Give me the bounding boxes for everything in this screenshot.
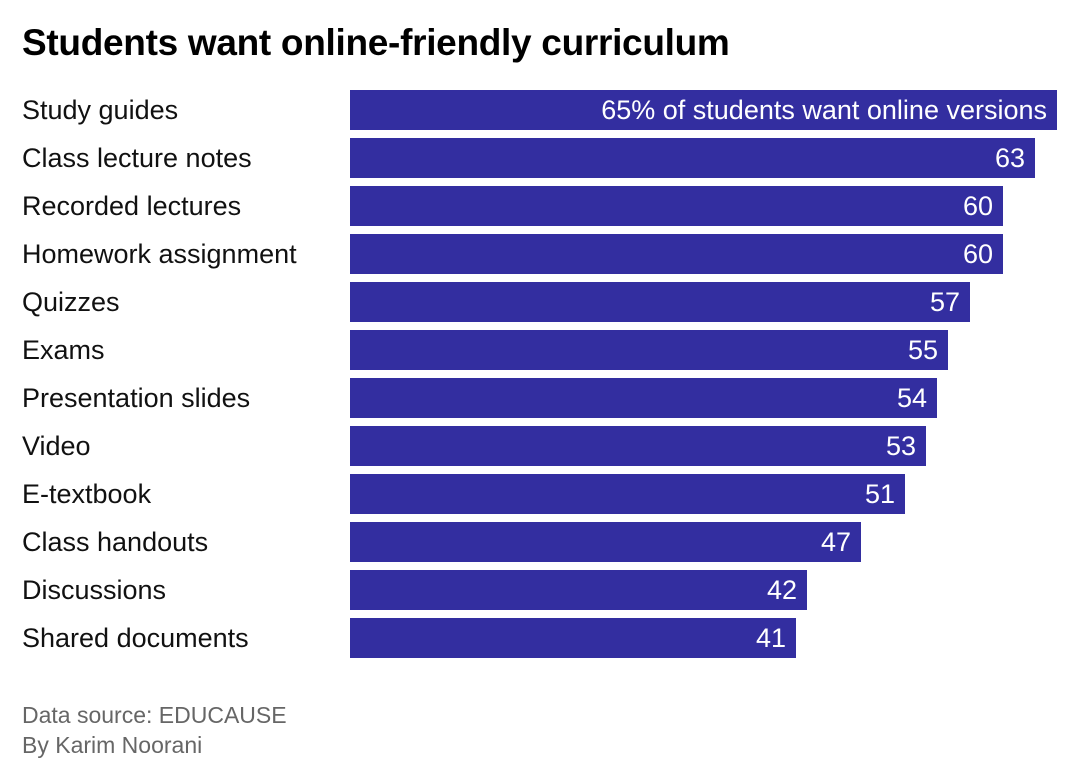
bar-row: Video 53 [0,426,1080,466]
bar-value: 60 [962,191,993,221]
byline: By Karim Noorani [22,732,203,758]
bar: 60 [350,186,1003,226]
bar: 54 [350,378,937,418]
bar-label: E-textbook [22,479,152,509]
bar-row: Recorded lectures 60 [0,186,1080,226]
bar-value: 51 [864,479,895,509]
bar-label: Shared documents [22,623,249,653]
bar-row: Discussions 42 [0,570,1080,610]
bar: 57 [350,282,970,322]
bar-row: Exams 55 [0,330,1080,370]
bar: 42 [350,570,807,610]
bar: 41 [350,618,796,658]
bar-value: 65% of students want online versions [601,95,1047,125]
bar-label: Study guides [22,95,179,125]
bar-value: 41 [755,623,786,653]
bar-row: E-textbook 51 [0,474,1080,514]
bar-value: 55 [907,335,938,365]
chart-footer: Data source: EDUCAUSE By Karim Noorani [22,700,287,760]
bar-label: Exams [22,335,105,365]
bar-label: Recorded lectures [22,191,242,221]
bar-value: 47 [820,527,851,557]
bar-row: Presentation slides 54 [0,378,1080,418]
bar: 53 [350,426,926,466]
bar: 60 [350,234,1003,274]
bar-value: 42 [766,575,797,605]
bar-value: 54 [896,383,927,413]
bar: 65% of students want online versions [350,90,1057,130]
bar-value: 57 [929,287,960,317]
data-source: Data source: EDUCAUSE [22,702,287,728]
bar-label: Discussions [22,575,167,605]
bar: 55 [350,330,948,370]
bar-label: Quizzes [22,287,120,317]
bar-row: Shared documents 41 [0,618,1080,658]
bar-value: 60 [962,239,993,269]
bar-label: Presentation slides [22,383,251,413]
bar-row: Class handouts 47 [0,522,1080,562]
bar-label: Video [22,431,91,461]
bar-row: Study guides 65% of students want online … [0,90,1080,130]
bar-row: Class lecture notes 63 [0,138,1080,178]
bar: 47 [350,522,861,562]
bar-row: Homework assignment 60 [0,234,1080,274]
bar: 63 [350,138,1035,178]
bar-label: Class handouts [22,527,209,557]
bar-value: 53 [885,431,916,461]
chart-title: Students want online-friendly curriculum [22,22,730,63]
bar: 51 [350,474,905,514]
bar-value: 63 [994,143,1025,173]
bar-row: Quizzes 57 [0,282,1080,322]
bar-label: Homework assignment [22,239,297,269]
bar-label: Class lecture notes [22,143,252,173]
